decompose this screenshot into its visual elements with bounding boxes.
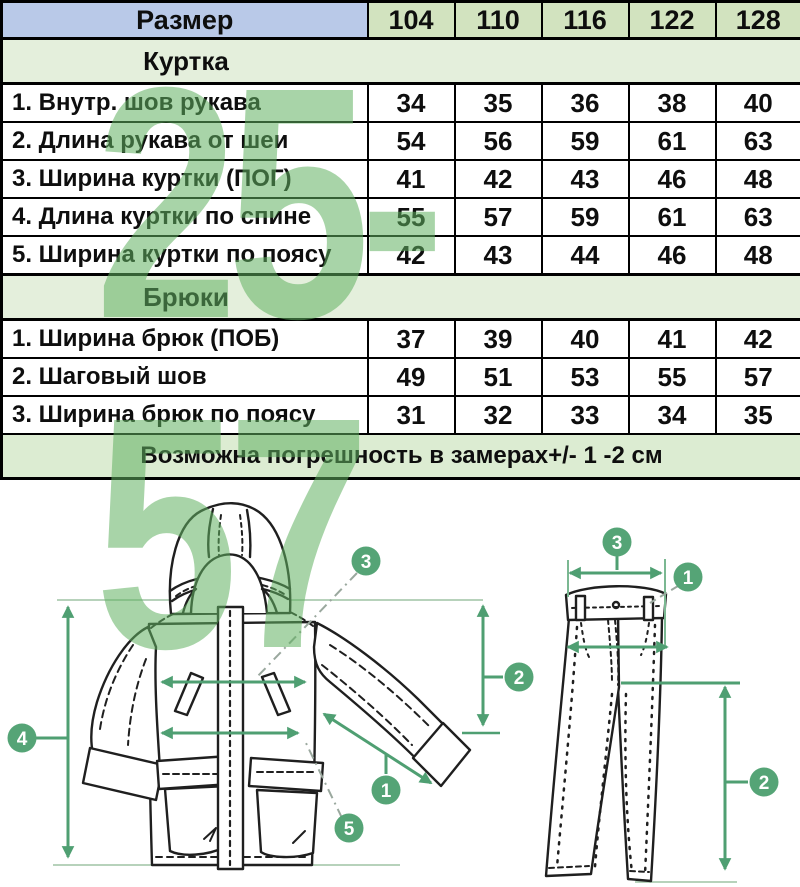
pants-measurements [566, 556, 748, 871]
table-row: 2. Шаговый шов 49 51 53 55 57 [0, 357, 800, 397]
marker-label: 2 [759, 773, 770, 794]
value-cell: 49 [366, 357, 456, 397]
value-cell: 46 [627, 235, 717, 276]
value-cell: 54 [366, 121, 456, 161]
jacket-leader-lines [255, 572, 358, 819]
jacket-measurements [36, 604, 503, 859]
value-cell: 48 [714, 159, 800, 199]
table-header-row: Размер 104 110 116 122 128 [0, 0, 800, 40]
marker-label: 5 [344, 819, 355, 840]
value-cell: 55 [627, 357, 717, 397]
value-cell: 34 [366, 82, 456, 123]
value-cell: 40 [714, 82, 800, 123]
value-cell: 41 [627, 318, 717, 359]
value-cell: 55 [366, 197, 456, 237]
value-cell: 51 [453, 357, 543, 397]
marker-label: 3 [612, 533, 623, 554]
value-cell: 59 [540, 197, 630, 237]
value-cell: 42 [714, 318, 800, 359]
table-row: 1. Ширина брюк (ПОБ) 37 39 40 41 42 [0, 318, 800, 359]
size-col-header: 104 [366, 0, 456, 40]
table-row: 3. Ширина куртки (ПОГ) 41 42 43 46 48 [0, 159, 800, 199]
value-cell: 43 [540, 159, 630, 199]
value-cell: 35 [714, 395, 800, 435]
size-col-header: 110 [453, 0, 543, 40]
table-footer-row: Возможна погрешность в замерах+/- 1 -2 с… [0, 433, 800, 480]
section-band-jacket: Куртка [0, 37, 800, 85]
value-cell: 44 [540, 235, 630, 276]
marker-jacket-1: 1 [371, 775, 401, 805]
table-row: 1. Внутр. шов рукава 34 35 36 38 40 [0, 82, 800, 123]
value-cell: 40 [540, 318, 630, 359]
value-cell: 42 [453, 159, 543, 199]
value-cell: 35 [453, 82, 543, 123]
size-col-header: 122 [627, 0, 717, 40]
value-cell: 63 [714, 121, 800, 161]
pants-markers: 3 1 2 [602, 527, 779, 797]
value-cell: 63 [714, 197, 800, 237]
row-label: 2. Шаговый шов [0, 357, 369, 397]
value-cell: 53 [540, 357, 630, 397]
size-table: Размер 104 110 116 122 128 Куртка 1. Вну… [0, 0, 800, 480]
value-cell: 37 [366, 318, 456, 359]
value-cell: 61 [627, 121, 717, 161]
row-label: 3. Ширина куртки (ПОГ) [0, 159, 369, 199]
value-cell: 36 [540, 82, 630, 123]
marker-jacket-3: 3 [351, 546, 381, 576]
value-cell: 34 [627, 395, 717, 435]
value-cell: 41 [366, 159, 456, 199]
marker-jacket-5: 5 [334, 813, 364, 843]
table-row: 5. Ширина куртки по поясу 42 43 44 46 48 [0, 235, 800, 276]
size-col-header: 128 [714, 0, 800, 40]
tolerance-note: Возможна погрешность в замерах+/- 1 -2 с… [0, 433, 800, 480]
marker-pants-3: 3 [602, 527, 632, 557]
value-cell: 39 [453, 318, 543, 359]
row-label: 2. Длина рукава от шеи [0, 121, 369, 161]
value-cell: 31 [366, 395, 456, 435]
table-row: 2. Длина рукава от шеи 54 56 59 61 63 [0, 121, 800, 161]
value-cell: 56 [453, 121, 543, 161]
value-cell: 57 [714, 357, 800, 397]
pants-drawing [544, 585, 668, 883]
row-label: 4. Длина куртки по спине [0, 197, 369, 237]
table-row: 4. Длина куртки по спине 55 57 59 61 63 [0, 197, 800, 237]
marker-jacket-2: 2 [504, 662, 534, 692]
marker-label: 1 [683, 568, 694, 589]
value-cell: 46 [627, 159, 717, 199]
marker-jacket-4: 4 [7, 723, 37, 753]
value-cell: 61 [627, 197, 717, 237]
value-cell: 32 [453, 395, 543, 435]
section-title-jacket: Куртка [143, 45, 229, 76]
value-cell: 48 [714, 235, 800, 276]
value-cell: 33 [540, 395, 630, 435]
size-col-header: 116 [540, 0, 630, 40]
value-cell: 38 [627, 82, 717, 123]
jacket-drawing [81, 502, 472, 871]
row-label: 1. Внутр. шов рукава [0, 82, 369, 123]
marker-label: 2 [514, 668, 525, 689]
section-band-cell: Брюки [0, 273, 800, 321]
value-cell: 59 [540, 121, 630, 161]
marker-pants-2: 2 [749, 767, 779, 797]
table-row: 3. Ширина брюк по поясу 31 32 33 34 35 [0, 395, 800, 435]
section-band-pants: Брюки [0, 273, 800, 321]
row-label: 5. Ширина куртки по поясу [0, 235, 369, 276]
marker-label: 4 [17, 729, 28, 750]
section-band-cell: Куртка [0, 37, 800, 85]
jacket-markers: 4 3 2 1 5 [7, 546, 534, 843]
size-header-label: Размер [0, 0, 369, 40]
pants-leader-lines [649, 585, 679, 604]
row-label: 3. Ширина брюк по поясу [0, 395, 369, 435]
value-cell: 57 [453, 197, 543, 237]
value-cell: 43 [453, 235, 543, 276]
marker-pants-1: 1 [673, 562, 703, 592]
section-title-pants: Брюки [143, 281, 229, 312]
measurement-diagram: 4 3 2 1 5 [7, 502, 779, 883]
marker-label: 1 [381, 781, 392, 802]
row-label: 1. Ширина брюк (ПОБ) [0, 318, 369, 359]
value-cell: 42 [366, 235, 456, 276]
marker-label: 3 [361, 552, 372, 573]
